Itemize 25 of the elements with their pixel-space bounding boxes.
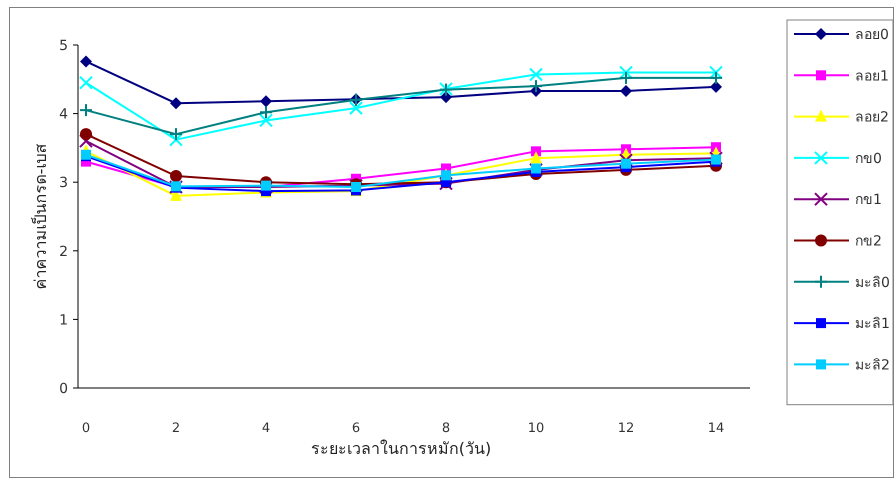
y-tick-label: 5 xyxy=(59,38,68,54)
x-tick-label: 0 xyxy=(82,421,90,436)
y-tick-label: 4 xyxy=(59,106,68,123)
x-tick-label: 8 xyxy=(442,421,450,436)
legend-label: ลอย2 xyxy=(855,110,889,126)
legend-label: มะลิ1 xyxy=(855,316,890,332)
legend-label: ลอย0 xyxy=(855,27,889,43)
legend-label: กข0 xyxy=(855,150,882,167)
legend-label: กข1 xyxy=(855,192,882,208)
y-tick-label: 1 xyxy=(59,312,68,328)
x-tick-label: 6 xyxy=(352,421,360,436)
x-tick-label: 14 xyxy=(708,421,724,436)
x-tick-label: 10 xyxy=(528,421,544,436)
x-tick-label: 12 xyxy=(618,421,634,436)
y-tick-label: 3 xyxy=(59,175,68,192)
x-tick-label: 4 xyxy=(262,421,270,436)
y-tick-label: 0 xyxy=(59,381,68,397)
x-tick-label: 2 xyxy=(172,421,180,436)
legend-label: มะลิ2 xyxy=(855,357,890,374)
legend-label: มะลิ0 xyxy=(855,274,890,291)
legend-label: กข2 xyxy=(855,234,882,250)
legend-label: ลอย1 xyxy=(855,68,889,84)
x-axis-title: ระยะเวลาในการหมัก(วัน) xyxy=(310,439,492,458)
y-axis-title: ค่าความเป็นกรด-เบส xyxy=(30,144,50,290)
y-tick-label: 2 xyxy=(59,244,68,260)
